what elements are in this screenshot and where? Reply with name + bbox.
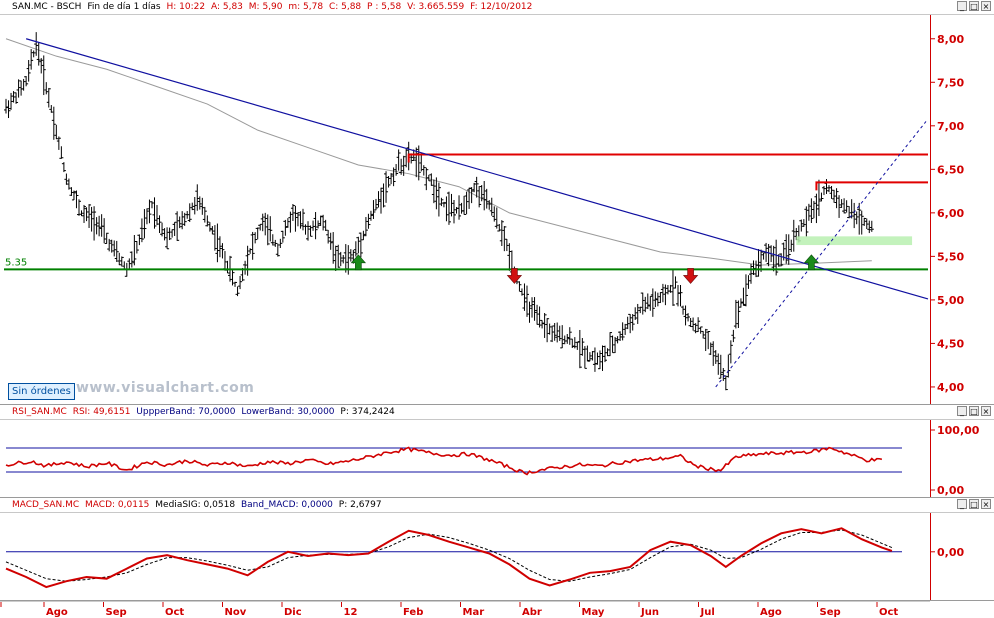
rsi-tick-label: 100,00 xyxy=(937,424,980,437)
price-tick-label: 7,00 xyxy=(937,120,964,133)
period-label: Fin de día 1 días xyxy=(87,2,161,12)
rsi-p: P: 374,2424 xyxy=(340,407,395,417)
price-tick-label: 6,00 xyxy=(937,207,964,220)
arrow-down-icon xyxy=(682,268,699,284)
moving-average-line xyxy=(5,38,872,266)
panel-divider xyxy=(0,497,994,498)
macd-line xyxy=(5,527,893,589)
x-tick-label: Sep xyxy=(820,607,841,618)
arrow-down-icon xyxy=(506,268,523,284)
macd-header: MACD_SAN.MC MACD: 0,0115 MediaSIG: 0,051… xyxy=(0,498,994,513)
x-tick-label: Feb xyxy=(403,607,423,618)
support-zone xyxy=(796,236,913,246)
volume-value: V: 3.665.559 xyxy=(407,2,465,12)
rsi-line xyxy=(5,446,883,476)
macd-signal-line xyxy=(5,529,893,582)
high-time: H: 10:22 xyxy=(166,2,206,12)
price-panel[interactable]: SAN.MC - BSCH Fin de día 1 días H: 10:22… xyxy=(0,0,994,404)
x-tick-label: Jul xyxy=(700,607,715,618)
arrow-up-icon xyxy=(803,254,820,271)
support-level-label: 5.35 xyxy=(5,257,27,268)
macd-panel[interactable]: MACD_SAN.MC MACD: 0,0115 MediaSIG: 0,051… xyxy=(0,498,994,600)
minimize-icon[interactable]: _ xyxy=(957,406,967,416)
resistance-line xyxy=(407,153,928,163)
open-value: A: 5,83 xyxy=(210,2,243,12)
x-tick-label: Ago xyxy=(760,607,782,618)
price-tick-label: 4,00 xyxy=(937,381,964,394)
rsi-window-buttons: _ □ × xyxy=(957,406,991,416)
watermark: www.visualchart.com xyxy=(76,380,255,396)
rsi-panel[interactable]: RSI_SAN.MC RSI: 49,6151 UppperBand: 70,0… xyxy=(0,405,994,497)
price-header: SAN.MC - BSCH Fin de día 1 días H: 10:22… xyxy=(0,0,994,15)
macd-p: P: 2,6797 xyxy=(338,500,382,510)
close-icon[interactable]: × xyxy=(981,499,991,509)
maximize-icon[interactable]: □ xyxy=(969,1,979,11)
macd-tick-label: 0,00 xyxy=(937,546,964,559)
ohlc-bars xyxy=(4,32,874,391)
date-value: F: 12/10/2012 xyxy=(470,2,533,12)
macd-axis-line xyxy=(930,513,931,600)
x-tick-label: May xyxy=(582,607,605,618)
rsi-tick-label: 0,00 xyxy=(937,484,964,497)
x-tick-label: Oct xyxy=(879,607,898,618)
rsi-upper: UppperBand: 70,0000 xyxy=(136,407,236,417)
price-tick-label: 5,00 xyxy=(937,294,964,307)
macd-band: Band_MACD: 0,0000 xyxy=(240,500,333,510)
max-value: M: 5,90 xyxy=(248,2,283,12)
macd-name: MACD_SAN.MC xyxy=(12,500,80,510)
minimize-icon[interactable]: _ xyxy=(957,499,967,509)
close-value: C: 5,88 xyxy=(328,2,362,12)
rsi-value: RSI: 49,6151 xyxy=(72,407,131,417)
x-tick-label: Ago xyxy=(46,607,68,618)
rsi-lower: LowerBand: 30,0000 xyxy=(241,407,335,417)
panel-divider xyxy=(0,404,994,405)
x-tick-label: Abr xyxy=(522,607,542,618)
downtrend-line xyxy=(25,38,929,300)
price-tick-label: 5,50 xyxy=(937,250,964,263)
price-window-buttons: _ □ × xyxy=(957,1,991,11)
rising-support-line xyxy=(715,121,927,388)
symbol-label: SAN.MC - BSCH xyxy=(12,2,82,12)
x-tick-label: Sep xyxy=(106,607,127,618)
x-tick-label: Nov xyxy=(225,607,247,618)
price-axis-line xyxy=(930,15,931,404)
rsi-name: RSI_SAN.MC xyxy=(12,407,67,417)
price-tick-label: 7,50 xyxy=(937,76,964,89)
orders-button[interactable]: Sin órdenes xyxy=(8,383,75,400)
x-tick-label: Jun xyxy=(640,607,659,618)
x-tick-label: 12 xyxy=(344,607,358,618)
macd-window-buttons: _ □ × xyxy=(957,499,991,509)
min-value: m: 5,78 xyxy=(288,2,324,12)
close-icon[interactable]: × xyxy=(981,406,991,416)
p-value: P : 5,58 xyxy=(367,2,402,12)
macd-value: MACD: 0,0115 xyxy=(85,500,150,510)
arrow-up-icon xyxy=(350,254,367,271)
minimize-icon[interactable]: _ xyxy=(957,1,967,11)
rsi-axis-line xyxy=(930,420,931,497)
price-tick-label: 4,50 xyxy=(937,337,964,350)
resistance-line xyxy=(815,181,928,191)
price-tick-label: 8,00 xyxy=(937,33,964,46)
rsi-header: RSI_SAN.MC RSI: 49,6151 UppperBand: 70,0… xyxy=(0,405,994,420)
x-tick-label: Mar xyxy=(463,607,485,618)
x-tick-label: Dic xyxy=(284,607,302,618)
x-tick-label: Oct xyxy=(165,607,184,618)
maximize-icon[interactable]: □ xyxy=(969,499,979,509)
macd-signal: MediaSIG: 0,0518 xyxy=(155,500,236,510)
price-tick-label: 6,50 xyxy=(937,163,964,176)
maximize-icon[interactable]: □ xyxy=(969,406,979,416)
close-icon[interactable]: × xyxy=(981,1,991,11)
